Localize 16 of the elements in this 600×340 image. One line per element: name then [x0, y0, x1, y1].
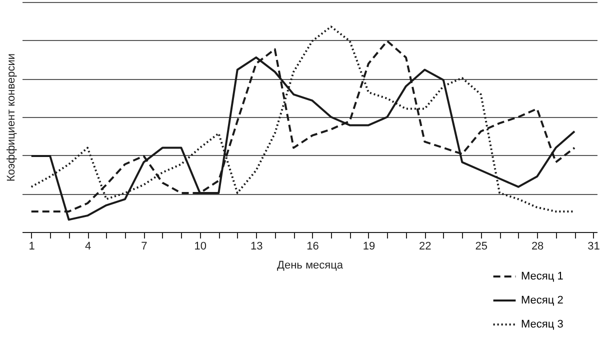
legend-label: Месяц 3: [521, 318, 564, 330]
y-axis-title: Коэффициент конверсии: [6, 54, 18, 182]
x-axis-title: День месяца: [277, 260, 344, 272]
x-tick-label: 19: [362, 240, 376, 252]
x-tick-label: 28: [531, 240, 544, 252]
legend-label: Месяц 2: [521, 294, 564, 306]
x-tick-label: 1: [28, 240, 35, 252]
x-tick-label: 22: [419, 240, 432, 252]
x-tick-label: 10: [194, 240, 207, 252]
x-tick-label: 31: [588, 240, 600, 252]
x-tick-label: 4: [84, 240, 92, 252]
x-tick-label: 25: [475, 240, 488, 252]
x-tick-label: 7: [141, 240, 148, 252]
legend-label: Месяц 1: [521, 270, 564, 282]
x-tick-label: 13: [250, 240, 263, 252]
x-tick-label: 16: [306, 240, 319, 252]
